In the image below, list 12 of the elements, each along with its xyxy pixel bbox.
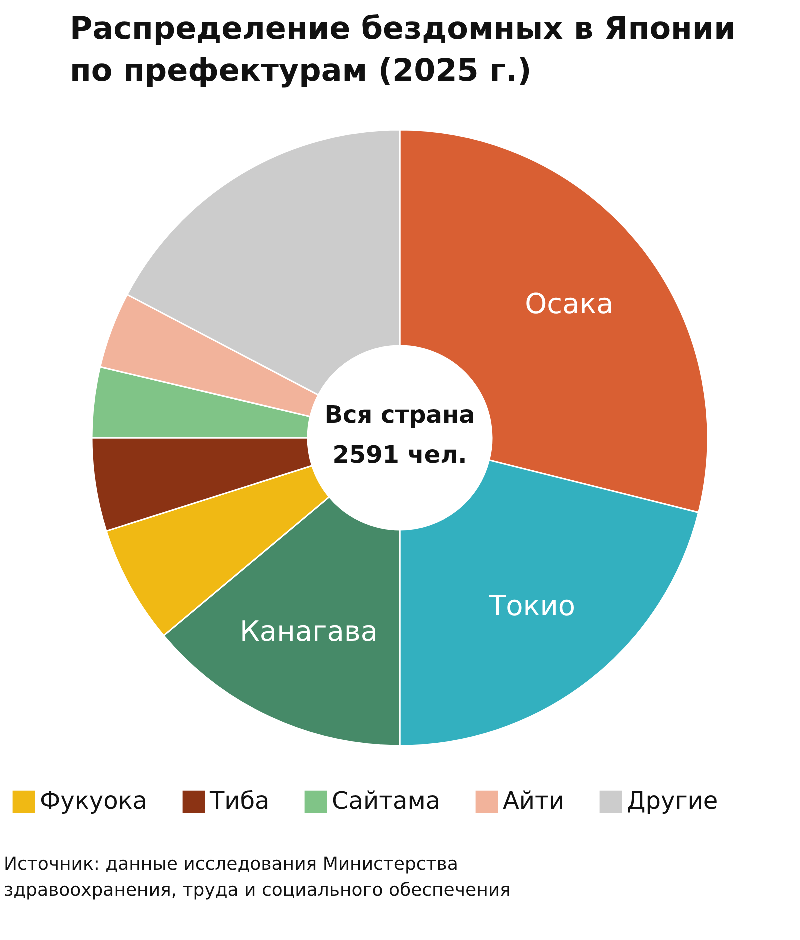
legend-label: Айти [503,787,565,815]
text: 2591 чел. [332,440,468,471]
legend-label: Другие [627,787,718,815]
legend-label: Сайтама [332,787,441,815]
text: Вся страна [324,400,476,431]
slice-label: Осака [525,288,614,321]
slice-label: Токио [488,589,576,622]
chart-title: Распределение бездомных в Японии по префектурам (2025 г.) [70,10,737,91]
slice-label: Канагава [240,614,378,648]
legend-label: Тиба [209,787,270,815]
text: Источник: данные исследования Министерства здравоохранения, труда и социального обеспечения [4,853,512,903]
legend-label: Фукуока [40,787,148,815]
